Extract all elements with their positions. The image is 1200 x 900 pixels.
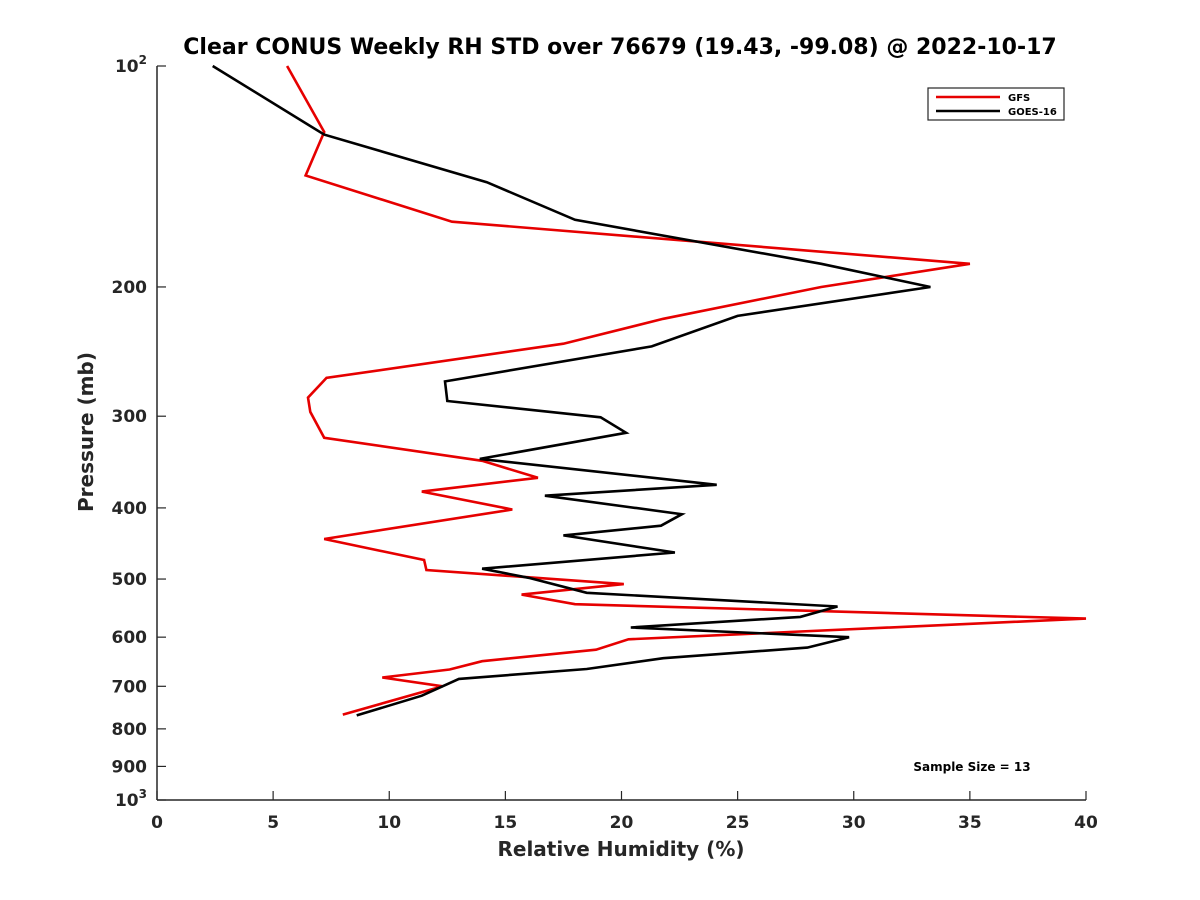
x-tick-label: 0 — [151, 813, 163, 833]
y-tick-label: 700 — [112, 677, 148, 697]
chart-title: Clear CONUS Weekly RH STD over 76679 (19… — [183, 35, 1056, 60]
x-tick-label: 20 — [610, 813, 634, 833]
y-tick-label: 103 — [115, 787, 147, 811]
y-axis-label: Pressure (mb) — [74, 352, 98, 512]
legend-label-goes-16: GOES-16 — [1008, 107, 1057, 118]
plot-area: 0 5 10 15 20 25 30 35 40 102 200 300 400 500 600 700 800… — [112, 53, 1098, 833]
x-tick-label: 40 — [1074, 813, 1098, 833]
legend-box — [927, 87, 1065, 121]
y-tick-label: 200 — [112, 278, 148, 298]
series-line-gfs — [285, 65, 1087, 716]
x-axis-label: Relative Humidity (%) — [497, 837, 744, 861]
x-tick-label: 10 — [377, 813, 401, 833]
y-tick-label: 300 — [112, 407, 148, 427]
x-tick-label: 15 — [494, 813, 518, 833]
y-tick-label: 102 — [115, 53, 147, 77]
y-tick-label: 500 — [112, 570, 148, 590]
y-tick-label: 800 — [112, 720, 148, 740]
sample-size-annotation: Sample Size = 13 — [913, 760, 1030, 774]
y-tick-label: 900 — [112, 757, 148, 777]
y-tick-label: 400 — [112, 499, 148, 519]
x-tick-label: 30 — [842, 813, 866, 833]
x-tick-label: 25 — [726, 813, 750, 833]
x-tick-label: 35 — [958, 813, 982, 833]
x-tick-label: 5 — [267, 813, 279, 833]
series-line-goes-16 — [212, 64, 931, 717]
legend-label-gfs: GFS — [1008, 93, 1030, 104]
y-tick-label: 600 — [112, 628, 148, 648]
